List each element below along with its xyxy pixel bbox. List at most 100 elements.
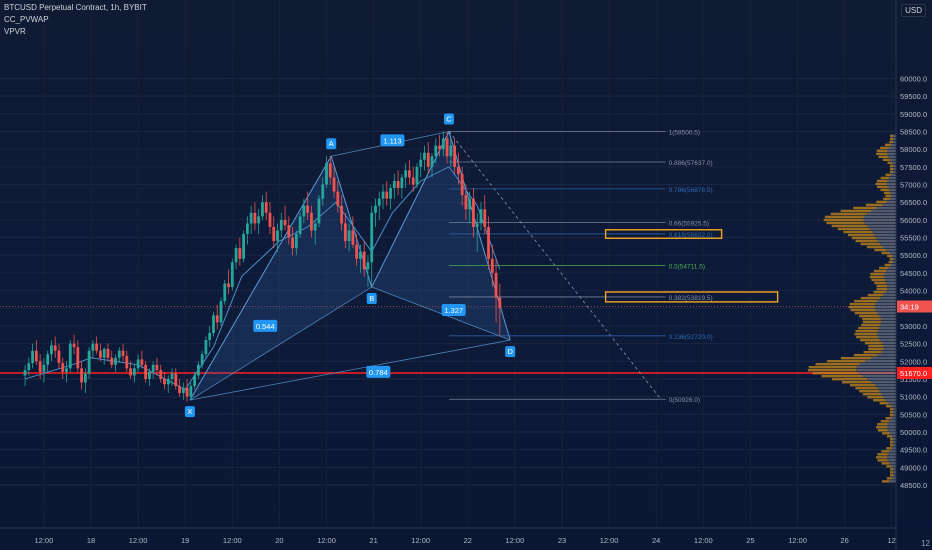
- volume-profile-bar-down: [893, 408, 896, 411]
- volume-profile-bar-up: [876, 200, 888, 204]
- volume-profile-bar-up: [885, 405, 892, 408]
- volume-profile-bar-up: [843, 230, 873, 234]
- volume-profile-bar-up: [877, 459, 888, 462]
- currency-badge[interactable]: USD: [901, 4, 926, 17]
- volume-profile-bar-up: [837, 227, 870, 231]
- symbol-title[interactable]: BTCUSD Perpetual Contract, 1h, BYBIT: [4, 3, 147, 12]
- volume-profile-bar-up: [866, 245, 883, 249]
- volume-profile-bar-down: [893, 441, 896, 444]
- candle-body: [272, 226, 276, 242]
- volume-profile-bar-down: [893, 474, 896, 477]
- candle-body: [453, 145, 457, 167]
- volume-profile-bar-up: [865, 203, 883, 207]
- volume-profile-bar-down: [856, 365, 896, 369]
- price-tick-label: 55500.0: [900, 234, 927, 243]
- candle-body: [460, 173, 464, 196]
- candle-body: [321, 184, 325, 199]
- volume-profile-bar-up: [842, 381, 872, 384]
- volume-profile-bar-up: [868, 347, 884, 351]
- volume-profile-bar-down: [893, 170, 896, 174]
- volume-profile-bar-up: [890, 134, 894, 138]
- candle-body: [392, 180, 396, 189]
- candle-body: [407, 170, 411, 178]
- volume-profile-bar-up: [873, 290, 886, 294]
- volume-profile-bar-down: [877, 239, 896, 243]
- candle-body: [445, 138, 449, 157]
- price-tick-label: 59500.0: [900, 92, 927, 101]
- candle-body: [374, 205, 377, 213]
- volume-profile-bar-up: [890, 167, 894, 171]
- volume-profile-bar-down: [876, 236, 896, 240]
- volume-profile-bar-down: [887, 284, 896, 288]
- volume-profile-bar-up: [873, 399, 886, 402]
- volume-profile: [807, 134, 896, 483]
- fib-level-label: 1(58500.5): [669, 129, 700, 136]
- volume-profile-bar-up: [855, 239, 878, 243]
- time-axis[interactable]: 12:00 18 12:00 19 12:00 20 12:00 21 12:00 22 12:00…: [0, 527, 896, 545]
- volume-profile-bar-up: [854, 299, 878, 303]
- candle-body: [385, 191, 389, 199]
- candle-body: [65, 368, 68, 372]
- volume-profile-bar-up: [848, 305, 875, 309]
- candle-body: [95, 343, 99, 351]
- candle-body: [389, 188, 392, 199]
- volume-profile-bar-down: [889, 420, 896, 423]
- candle-body: [151, 364, 155, 372]
- ratio-label: 1.113: [383, 136, 401, 145]
- volume-profile-bar-up: [807, 368, 857, 372]
- volume-profile-bar-up: [876, 426, 888, 429]
- volume-profile-bar-down: [886, 269, 896, 273]
- candle-body: [419, 159, 423, 167]
- volume-profile-bar-up: [876, 179, 888, 183]
- candle-body: [483, 209, 487, 227]
- ratio-badge: [253, 319, 278, 332]
- pattern-point-badge: [326, 138, 337, 150]
- ratio-badge: [380, 134, 405, 147]
- pattern-point-badge: [505, 346, 516, 358]
- candle-body: [91, 343, 95, 351]
- volume-profile-bar-up: [890, 444, 894, 447]
- volume-profile-bar-down: [893, 438, 896, 441]
- candle-body: [347, 230, 351, 242]
- volume-profile-bar-down: [877, 332, 896, 336]
- volume-profile-bar-down: [887, 459, 896, 462]
- pattern-labels: X A B C D 1.113 0.544 1.327 0.784: [184, 113, 516, 418]
- candle-body: [129, 368, 132, 376]
- volume-profile-bar-up: [856, 335, 879, 339]
- volume-profile-bar-up: [851, 236, 877, 240]
- time-tick-label: 26: [840, 536, 848, 545]
- candle-body: [464, 195, 468, 210]
- candle-body: [490, 258, 494, 273]
- fib-level-label: 0.618(55602.0): [669, 232, 713, 239]
- volume-profile-bar-up: [879, 266, 889, 270]
- candle-body: [264, 202, 268, 213]
- ratio-label: 0.784: [369, 368, 388, 377]
- indicator-vpvr[interactable]: VPVR: [4, 27, 26, 36]
- pattern-ratio-line: [189, 286, 372, 401]
- volume-profile-bar-down: [869, 227, 896, 231]
- volume-profile-bar-down: [882, 341, 896, 345]
- volume-profile-bar-up: [864, 341, 883, 345]
- volume-profile-bar-up: [887, 161, 893, 165]
- volume-profile-bar-down: [871, 381, 896, 384]
- price-tick-label: 54500.0: [900, 269, 927, 278]
- volume-profile-bar-down: [880, 323, 896, 327]
- volume-profile-bar-up: [869, 275, 885, 279]
- volume-profile-bar-down: [884, 272, 896, 276]
- candle-body: [291, 237, 294, 249]
- volume-profile-bar-down: [874, 233, 896, 237]
- price-tick-label: 51000.0: [900, 393, 927, 402]
- pattern-ratio-line: [189, 339, 511, 401]
- price-axis[interactable]: 60000.0 59500.0 59000.0 58500.0 58000.0 57500…: [895, 0, 932, 550]
- volume-profile-bar-down: [888, 155, 896, 159]
- indicator-cc-pvwap[interactable]: CC_PVWAP: [4, 15, 49, 24]
- candle-body: [46, 354, 50, 365]
- time-tick-label: 24: [652, 536, 660, 545]
- volume-profile-bar-up: [890, 474, 894, 477]
- volume-profile-bar-up: [840, 209, 872, 213]
- candle-body: [362, 251, 366, 270]
- volume-profile-bar-up: [884, 143, 892, 147]
- price-tag-bg: [897, 366, 932, 379]
- candle-body: [441, 138, 445, 150]
